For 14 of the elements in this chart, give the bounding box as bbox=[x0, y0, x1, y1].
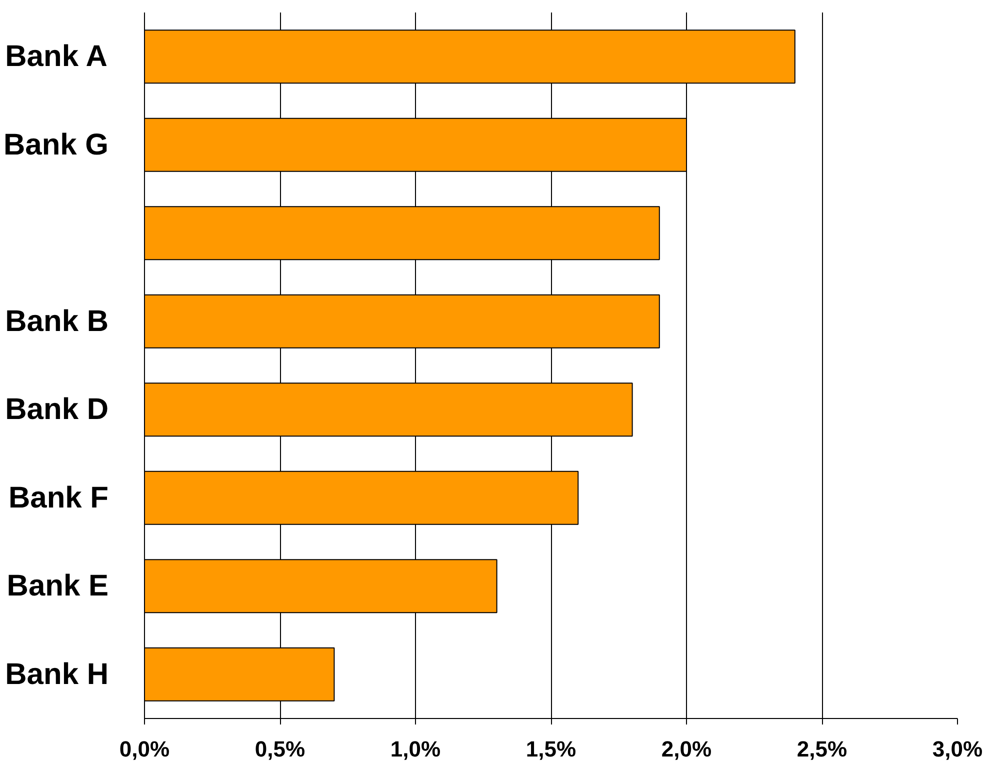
y-tick-label: Bank E bbox=[6, 570, 109, 603]
x-tick-label: 1,5% bbox=[526, 736, 576, 762]
x-tick-label: 0,5% bbox=[254, 736, 306, 762]
y-tick-label: Bank G bbox=[3, 128, 108, 162]
x-tick-label: 3,0% bbox=[932, 736, 983, 762]
x-tick-label: 0,0% bbox=[119, 736, 170, 762]
x-tick-label: 1,0% bbox=[390, 736, 441, 762]
x-tick-label: 2,5% bbox=[796, 736, 848, 762]
y-tick-label: Bank B bbox=[5, 304, 108, 338]
x-tick-label: 2,0% bbox=[661, 736, 712, 762]
y-tick-label: Bank D bbox=[5, 393, 108, 426]
y-tick-label: Bank H bbox=[5, 658, 108, 691]
y-tick-label: Bank A bbox=[5, 40, 108, 74]
y-tick-label: Bank F bbox=[8, 481, 109, 514]
